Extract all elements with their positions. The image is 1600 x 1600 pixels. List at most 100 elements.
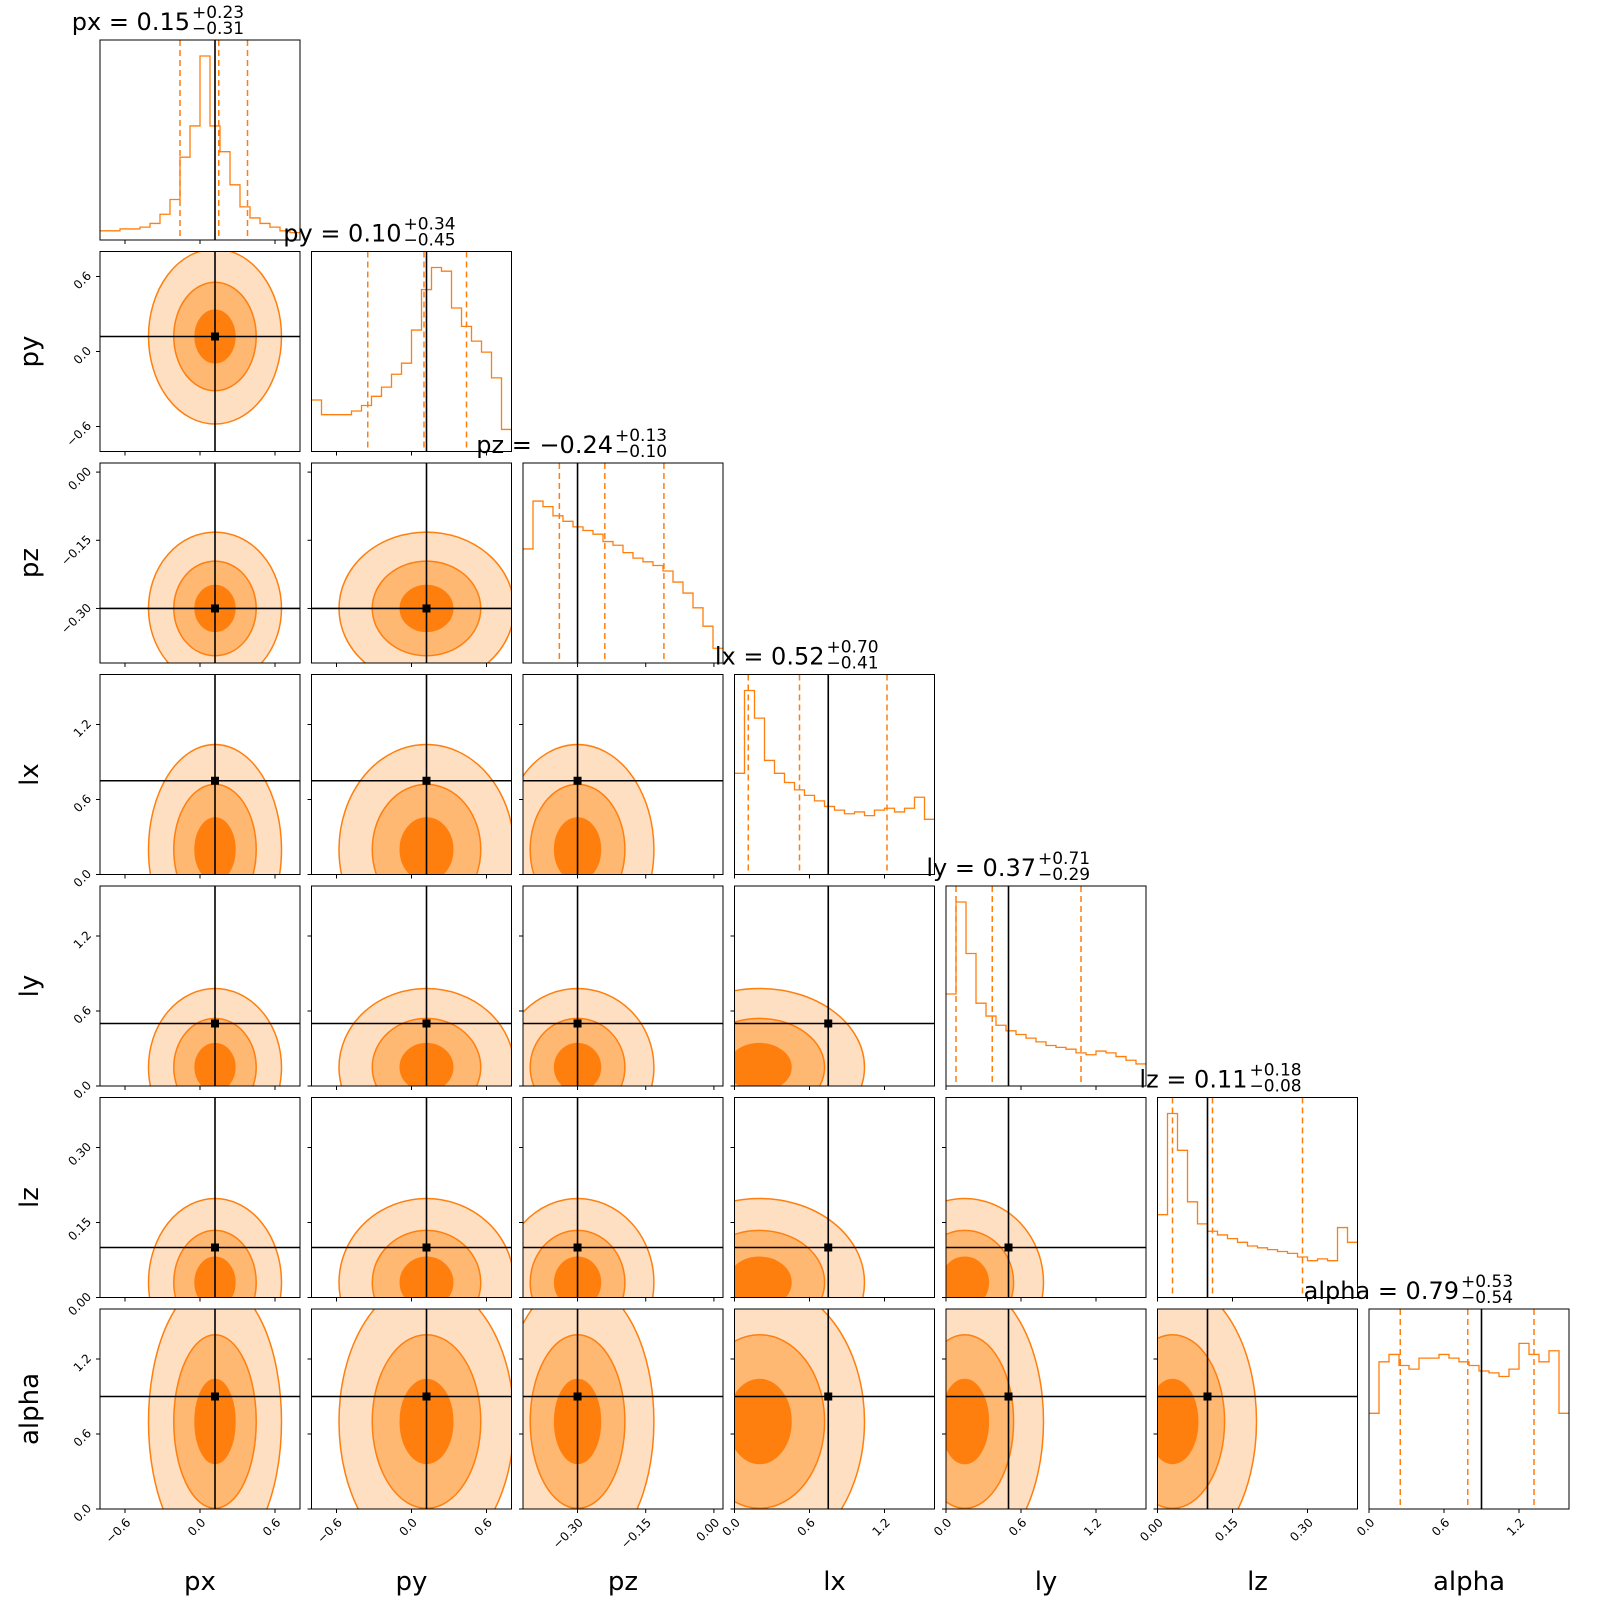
density-panel-lz-alpha: [1157, 1309, 1358, 1509]
title-lz: lz = 0.11 +0.18−0.08: [1139, 1061, 1301, 1097]
x-tick-label-pz: −0.30: [550, 1515, 586, 1551]
x-axis-label-pz: pz: [608, 1567, 638, 1597]
density-panel-px-ly: [100, 886, 300, 1086]
density-panel-pz-ly: [523, 886, 723, 1086]
x-tick-label-py: 0.0: [396, 1515, 419, 1538]
panel-frame: [1157, 1308, 1358, 1510]
x-axis-label-ly: ly: [1035, 1567, 1058, 1597]
title-py: py = 0.10 +0.34−0.45: [283, 215, 455, 251]
y-axis-label-lx: lx: [15, 763, 45, 786]
title-plus-ly: +0.71: [1038, 849, 1090, 869]
density-panel-ly-lz: [946, 1097, 1146, 1298]
truth-marker: [573, 1019, 582, 1028]
y-tick-label-py: −0.6: [64, 419, 95, 450]
density-contour-0.99: [734, 1378, 792, 1465]
x-tick-label-lz: 0.15: [1212, 1515, 1241, 1544]
x-tick-label-ly: 1.2: [1081, 1515, 1104, 1538]
histogram-panel-pz: [523, 463, 723, 663]
title-main-py: py = 0.10: [283, 220, 401, 248]
y-tick-label-pz: 0.00: [65, 464, 94, 493]
title-lx: lx = 0.52 +0.70−0.41: [715, 638, 879, 674]
y-tick-label-lz: 0.30: [65, 1140, 94, 1169]
truth-marker: [422, 776, 431, 785]
histogram-lx: [734, 689, 935, 820]
title-plus-lz: +0.18: [1250, 1061, 1302, 1081]
density-panel-ly-alpha: [946, 1309, 1146, 1509]
x-tick-label-alpha: 1.2: [1504, 1515, 1527, 1538]
panel-frame: [1368, 1308, 1570, 1510]
y-tick-label-ly: 1.2: [71, 928, 94, 951]
title-minus-lx: −0.41: [827, 654, 879, 674]
histogram-lz: [1157, 1112, 1358, 1262]
histogram-alpha: [1369, 1342, 1569, 1414]
x-tick-label-lz: 0.00: [1137, 1515, 1166, 1544]
panel-frame: [945, 1308, 1147, 1510]
y-tick-label-lx: 1.2: [71, 717, 94, 740]
histogram-panel-px: [100, 40, 300, 240]
density-contour-0.99: [946, 1256, 990, 1298]
histogram-py: [311, 266, 512, 431]
title-main-ly: ly = 0.37: [926, 854, 1036, 882]
histogram-px: [100, 55, 300, 234]
title-plus-pz: +0.13: [615, 426, 667, 446]
truth-marker: [824, 1019, 833, 1028]
density-contour-0.99: [734, 1042, 792, 1086]
y-tick-label-lz: 0.00: [65, 1290, 94, 1319]
truth-marker: [422, 1019, 431, 1028]
density-panel-px-py: [100, 251, 300, 452]
x-tick-label-ly: 0.0: [931, 1515, 954, 1538]
x-tick-label-pz: 0.00: [693, 1515, 722, 1544]
y-axis-label-pz: pz: [15, 548, 45, 578]
x-tick-label-lx: 1.2: [869, 1515, 892, 1538]
density-panel-px-alpha: [100, 1309, 300, 1509]
x-tick-label-py: 0.6: [471, 1515, 494, 1538]
histogram-panel-lx: [734, 674, 935, 875]
truth-marker: [422, 1243, 431, 1252]
panel-frame: [522, 1097, 724, 1298]
panel-frame: [945, 885, 1147, 1087]
density-panel-py-lx: [311, 674, 512, 875]
y-tick-label-ly: 0.0: [71, 1078, 94, 1101]
x-axis-label-alpha: alpha: [1433, 1567, 1505, 1597]
density-panel-pz-lz: [523, 1097, 723, 1298]
title-main-px: px = 0.15: [72, 8, 190, 36]
title-main-lx: lx = 0.52: [715, 643, 825, 671]
title-minus-py: −0.45: [404, 231, 456, 251]
density-panel-pz-lx: [523, 674, 723, 875]
panel-frame: [522, 674, 724, 875]
density-panel-py-lz: [311, 1097, 512, 1298]
density-panel-pz-alpha: [523, 1309, 723, 1509]
x-tick-label-lz: 0.30: [1287, 1515, 1316, 1544]
title-main-alpha: alpha = 0.79: [1304, 1277, 1459, 1305]
title-minus-lz: −0.08: [1250, 1077, 1302, 1097]
x-tick-label-py: −0.6: [314, 1515, 345, 1546]
y-tick-label-py: 0.0: [71, 344, 94, 367]
x-tick-label-lx: 0.6: [794, 1515, 817, 1538]
y-tick-label-lz: 0.15: [65, 1215, 94, 1244]
y-tick-label-alpha: 0.0: [71, 1501, 94, 1524]
truth-marker: [1004, 1392, 1013, 1401]
histogram-panel-py: [311, 251, 512, 452]
title-plus-py: +0.34: [404, 215, 456, 235]
truth-marker: [211, 1243, 219, 1252]
histogram-panel-ly: [946, 886, 1146, 1086]
title-alpha: alpha = 0.79 +0.53−0.54: [1304, 1272, 1513, 1308]
title-ly: ly = 0.37 +0.71−0.29: [926, 849, 1090, 885]
panel-frame: [734, 1097, 935, 1298]
truth-marker: [824, 1392, 833, 1401]
y-tick-label-lx: 0.0: [71, 867, 94, 890]
y-tick-label-py: 0.6: [71, 269, 94, 292]
y-axis-label-lz: lz: [15, 1187, 45, 1208]
x-axis-label-lz: lz: [1247, 1567, 1268, 1597]
x-tick-label-px: −0.6: [103, 1515, 134, 1546]
density-contour-0.99: [1157, 1378, 1199, 1465]
density-panel-lx-lz: [734, 1097, 935, 1298]
x-axis-label-px: px: [184, 1567, 216, 1597]
truth-marker: [211, 604, 219, 613]
density-panel-py-alpha: [311, 1309, 512, 1509]
truth-marker: [422, 1392, 431, 1401]
title-plus-px: +0.23: [192, 3, 244, 23]
truth-marker: [1203, 1392, 1212, 1401]
histogram-ly: [946, 901, 1146, 1065]
